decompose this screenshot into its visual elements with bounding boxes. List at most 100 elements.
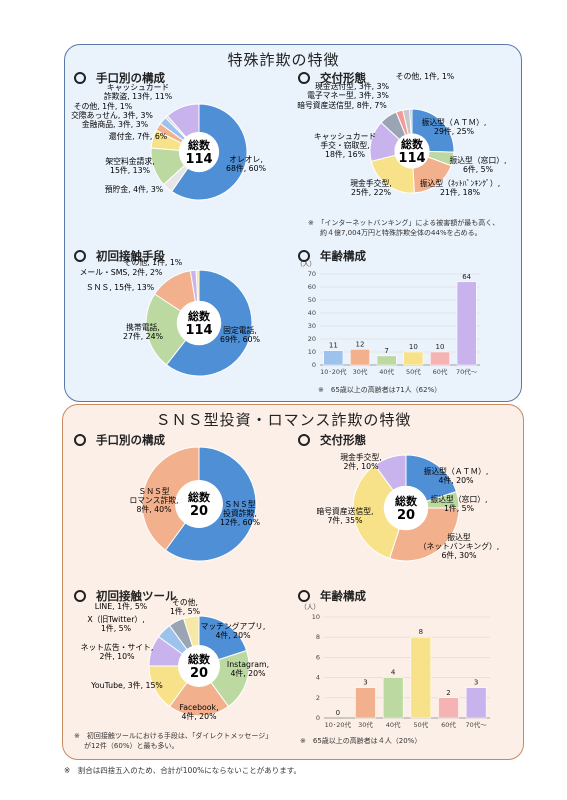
bottom-contact-slice-label: Instagram, 4件, 20% (227, 660, 269, 678)
top-age-ytick: 30 (308, 322, 316, 330)
bottom-age-ytick: 8 (316, 633, 320, 641)
top-age-ytick: 10 (308, 348, 316, 356)
top-contact-slice-label: ＳＮＳ, 15件, 13% (86, 282, 154, 292)
bottom-age-value-label: 3 (363, 679, 367, 687)
bottom-age-ytick: 4 (316, 674, 320, 682)
bottom-methods-center-total: 20 (190, 504, 208, 519)
bottom-age-bar (355, 687, 376, 719)
bottom-methods-slice-label: ＳＮＳ型ロマンス詐欺, 8件, 40% (129, 487, 178, 514)
top-methods-center-total: 114 (185, 152, 212, 167)
bottom-age-value-label: 0 (336, 709, 340, 717)
top-methods-slice-label: 預貯金, 4件, 3% (105, 184, 163, 194)
top-age-value-label: 11 (329, 342, 338, 350)
bottom-delivery-slice-label: 現金手交型, 2件, 10% (340, 452, 381, 471)
top-age-note: ※ 65歳以上の高齢者は71人（62%） (318, 386, 442, 394)
bottom-age-value-label: 2 (446, 689, 450, 697)
top-delivery-note: ※ 「インターネットバンキング」による被害額が最も高く、 約４億7,004万円と… (308, 219, 500, 237)
bottom-age-heading: 年齢構成 (298, 588, 366, 604)
bottom-delivery-slice-label: 暗号資産送信型, 7件, 35% (316, 506, 373, 525)
top-delivery-center-total: 114 (398, 151, 425, 166)
top-age-bar-chart: （人） 0 10 20 30 40 50 60 70 11 10･20代 12 30代 7 40代 10 50代… (296, 260, 480, 376)
bottom-delivery-slice-label: 振込型（窓口）, 1件, 5% (430, 494, 487, 513)
top-age-xtick: 50代 (406, 367, 421, 376)
bottom-age-ytick: 6 (316, 653, 320, 661)
bottom-age-unit: （人） (300, 603, 320, 611)
top-methods-slice-label: その他, 1件, 1% (74, 101, 132, 111)
top-delivery-slice-label: 現金送付型, 3件, 3% (315, 81, 389, 91)
top-delivery-slice-label: その他, 1件, 1% (396, 71, 454, 81)
bottom-age-xtick: 50代 (413, 720, 428, 729)
top-age-ytick: 60 (308, 283, 316, 291)
top-age-bar (350, 349, 370, 366)
top-contact-hole (176, 300, 222, 346)
bottom-age-value-label: 3 (474, 679, 478, 687)
top-age-bar (456, 281, 477, 366)
bottom-delivery-slice (352, 464, 407, 560)
top-contact-slice (145, 293, 200, 366)
bottom-methods-heading: 手口別の構成 (74, 432, 165, 448)
bottom-delivery-center-label: 総数 (395, 494, 418, 508)
bottom-age-bar-chart: （人） 0 2 4 6 8 10 0 10･20代 3 30代 4 40代 8 50代 2 60代 3 70代～ (300, 603, 490, 729)
bottom-age-ytick: 0 (316, 714, 320, 722)
top-delivery-slice-label: キャッシュカード手交・窃取型, 18件, 16% (314, 132, 376, 159)
top-methods-heading: 手口別の構成 (74, 70, 165, 86)
top-age-value-label: 12 (356, 340, 365, 348)
top-methods-center-label: 総数 (188, 138, 211, 152)
top-age-ytick: 50 (308, 296, 316, 304)
special-fraud-panel (64, 44, 522, 402)
bottom-age-xtick: 10･20代 (325, 720, 352, 729)
top-contact-slice-label: 携帯電話, 27件, 24% (123, 322, 163, 341)
top-methods-slice-label: 金融商品, 3件, 3% (82, 119, 148, 129)
bottom-contact-center-total: 20 (190, 666, 208, 681)
top-contact-slice-label: メール・SMS, 2件, 2% (80, 267, 163, 277)
top-age-value-label: 64 (462, 273, 471, 281)
bottom-contact-hole (178, 645, 220, 687)
top-age-value-label: 7 (384, 347, 388, 355)
bottom-contact-note: ※ 初回接触ツールにおける手段は、「ダイレクトメッセージ」 が12件（60%）と… (74, 732, 273, 750)
top-contact-heading: 初回接触手段 (74, 248, 165, 264)
bottom-age-xtick: 60代 (441, 720, 456, 729)
bottom-delivery-slice-label: 振込型（ＡＴＭ）, 4件, 20% (424, 466, 489, 485)
bottom-contact-slice-label: ネット広告・サイト, 2件, 10% (81, 642, 154, 661)
bottom-contact-center-label: 総数 (188, 652, 211, 666)
bottom-contact-slice-label: Facebook, 4件, 20% (179, 703, 218, 721)
bottom-age-bar (382, 677, 404, 719)
top-contact-center-label: 総数 (188, 309, 211, 323)
bottom-delivery-heading: 交付形態 (298, 432, 366, 448)
bottom-contact-heading: 初回接触ツール (74, 588, 177, 604)
top-age-value-label: 10 (436, 343, 445, 351)
bottom-panel-title: ＳＮＳ型投資・ロマンス詐欺の特徴 (155, 411, 412, 429)
bottom-contact-slice-label: YouTube, 3件, 15% (90, 680, 163, 690)
top-age-ytick: 20 (308, 335, 316, 343)
top-methods-slice-label: 交際あっせん, 3件, 3% (71, 110, 153, 120)
bottom-contact-slice-label: マッチングアプリ, 4件, 20% (201, 621, 266, 640)
top-methods-slice-label: 架空料金請求, 15件, 13% (105, 156, 154, 175)
top-contact-slice-label: その他, 1件, 1% (124, 257, 182, 267)
top-age-xtick: 60代 (433, 367, 448, 376)
top-age-ytick: 70 (308, 270, 316, 278)
top-methods-slice-label: 還付金, 7件, 6% (109, 131, 167, 141)
bottom-age-note: ※ 65歳以上の高齢者は４人（20%） (300, 737, 422, 745)
top-age-bar (323, 350, 344, 366)
top-age-unit: （人） (296, 260, 316, 268)
bottom-age-bar (465, 687, 487, 719)
top-delivery-center-label: 総数 (401, 137, 424, 151)
top-age-ytick: 40 (308, 309, 316, 317)
top-age-heading: 年齢構成 (298, 248, 366, 264)
top-delivery-hole (394, 133, 430, 169)
bottom-methods-hole (175, 480, 223, 528)
top-contact-slice-label: 固定電話, 69件, 60% (220, 325, 260, 344)
top-methods-hole (178, 131, 220, 173)
top-age-xtick: 40代 (379, 367, 394, 376)
bottom-age-xtick: 70代～ (466, 720, 488, 729)
top-age-bar (376, 355, 397, 366)
bottom-delivery-hole (383, 485, 429, 531)
top-contact-center-total: 114 (185, 323, 212, 338)
top-age-xtick: 30代 (353, 367, 368, 376)
bottom-age-value-label: 8 (419, 628, 423, 636)
bottom-methods-slice (141, 446, 200, 551)
